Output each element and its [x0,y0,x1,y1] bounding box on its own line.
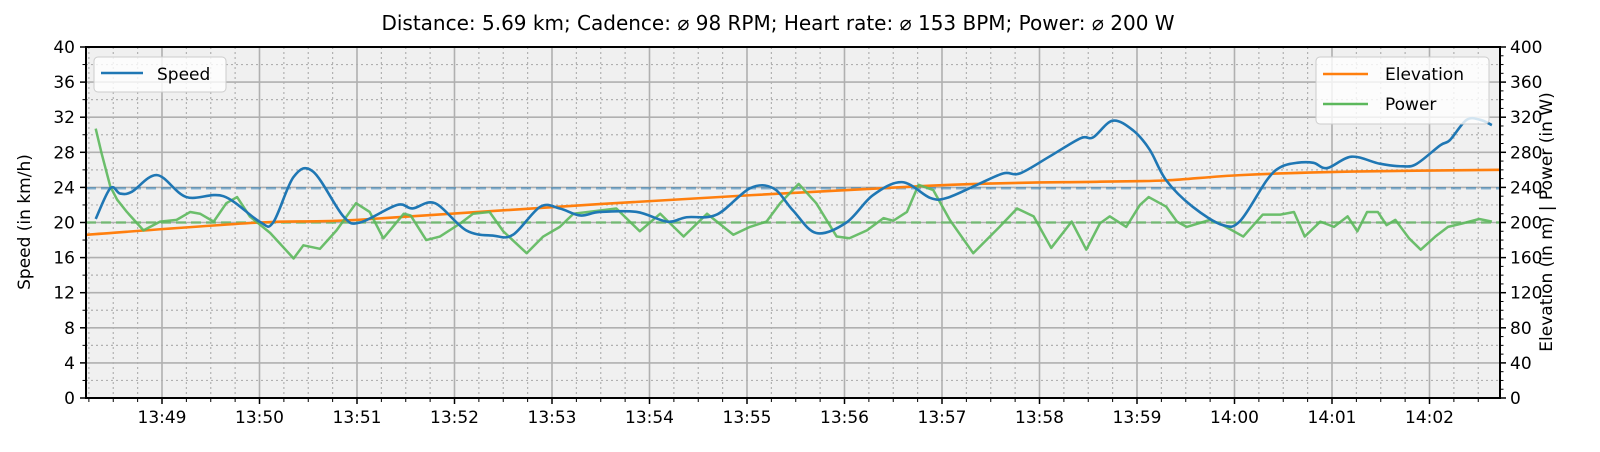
x-tick-label: 13:51 [333,408,382,428]
y-right-tick-label: 160 [1510,249,1542,269]
x-tick-label: 13:49 [138,408,187,428]
y-right-tick-label: 40 [1510,354,1532,374]
y-left-tick-label: 16 [53,249,75,269]
y-right-tick-label: 360 [1510,73,1542,93]
chart-title: Distance: 5.69 km; Cadence: ⌀ 98 RPM; He… [381,11,1174,35]
y-right-tick-label: 0 [1510,389,1521,409]
x-tick-label: 13:57 [918,408,967,428]
y-right-tick-label: 400 [1510,38,1542,58]
y-left-tick-label: 0 [64,389,75,409]
x-tick-label: 13:50 [235,408,284,428]
power-series-line [94,128,1493,260]
y-left-tick-label: 24 [53,178,75,198]
y-left-tick-label: 8 [64,319,75,339]
y-axis-left-label: Speed (in km/h) [15,154,35,290]
elevation-legend-label: Elevation [1385,65,1464,85]
y-right-tick-label: 240 [1510,178,1542,198]
y-left-tick-label: 36 [53,73,75,93]
legends: Speed Elevation Power [93,56,1490,125]
axes: 0481216202428323640040801201602002402803… [53,38,1542,428]
elevation-series-line [85,168,1501,237]
y-left-tick-label: 32 [53,108,75,128]
speed-legend-label: Speed [157,65,210,85]
power-legend-label: Power [1385,95,1436,115]
y-right-tick-label: 120 [1510,284,1542,304]
y-right-tick-label: 320 [1510,108,1542,128]
y-right-tick-label: 80 [1510,319,1532,339]
x-tick-label: 13:54 [625,408,674,428]
x-tick-label: 13:58 [1015,408,1064,428]
x-tick-label: 14:01 [1308,408,1357,428]
x-tick-label: 14:02 [1405,408,1454,428]
x-tick-label: 13:53 [528,408,577,428]
y-right-tick-label: 200 [1510,214,1542,234]
y-left-tick-label: 4 [64,354,75,374]
x-tick-label: 13:52 [430,408,479,428]
x-tick-label: 13:56 [820,408,869,428]
y-axis-right-label: Elevation (in m) | Power (in W) [1537,92,1557,351]
x-tick-label: 14:00 [1210,408,1259,428]
y-left-tick-label: 12 [53,284,75,304]
series-layer [85,116,1501,260]
y-right-tick-label: 280 [1510,143,1542,163]
y-left-tick-label: 28 [53,143,75,163]
x-tick-label: 13:59 [1113,408,1162,428]
y-left-tick-label: 40 [53,38,75,58]
x-tick-label: 13:55 [723,408,772,428]
y-left-tick-label: 20 [53,214,75,234]
speed-series-line [94,116,1493,239]
speed-legend-box [93,56,227,93]
